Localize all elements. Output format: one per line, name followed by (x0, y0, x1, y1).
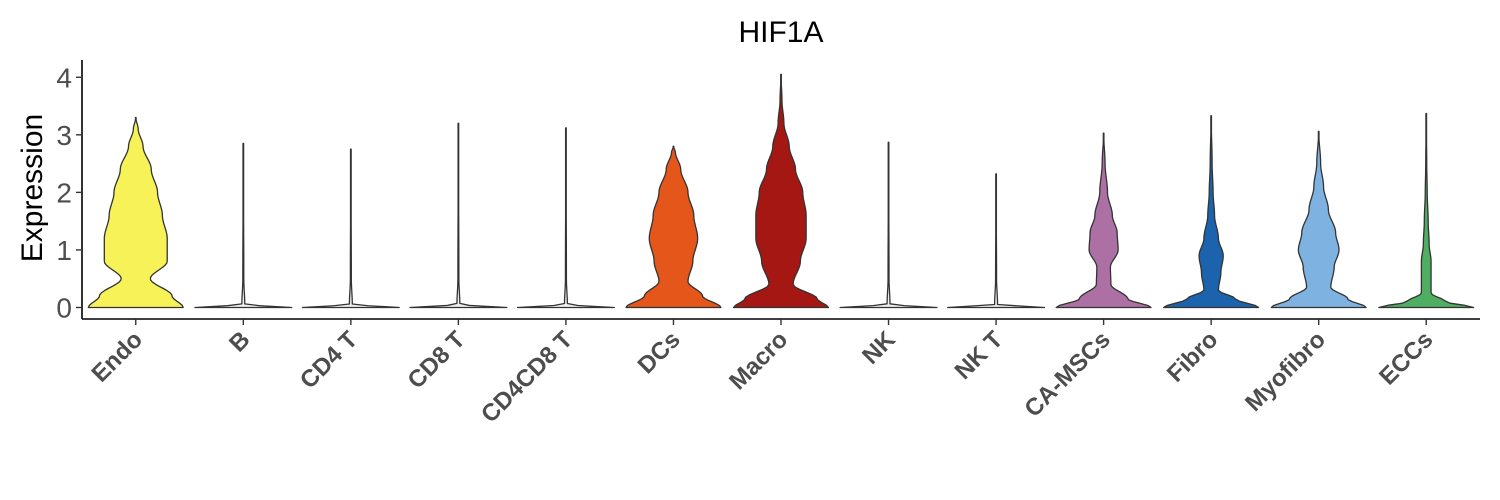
violin-group (87, 73, 1475, 309)
x-tick-label: NK (857, 326, 901, 370)
x-axis-ticks: Endo B CD4 T CD8 T CD4CD8 T DCs Macro NK NK T CA-… (86, 319, 1438, 428)
violin-cd8-t (409, 122, 508, 309)
x-tick-label: NK T (950, 326, 1009, 385)
y-tick-label: 4 (56, 62, 72, 93)
x-tick-label: Endo (86, 326, 148, 388)
y-axis-label: Expression (16, 114, 49, 262)
y-tick-label: 3 (56, 120, 72, 151)
x-tick-label: B (224, 326, 255, 357)
x-tick-label: CD4CD8 T (476, 326, 578, 428)
chart-title: HIF1A (738, 16, 823, 49)
violin-ca-mscs (1055, 132, 1152, 309)
x-tick-label: ECCs (1374, 326, 1438, 390)
violin-endo (87, 116, 184, 309)
violin-nk (839, 141, 938, 309)
violin-cd4-t (301, 148, 400, 309)
violin-dcs (625, 145, 722, 309)
violin-b (194, 142, 293, 309)
y-tick-label: 1 (56, 235, 72, 266)
x-tick-label: CD8 T (403, 326, 471, 394)
violin-eccs (1378, 112, 1475, 309)
x-tick-label: DCs (633, 326, 686, 379)
violin-nk-t (947, 173, 1046, 309)
violin-fibro (1163, 115, 1260, 309)
y-axis-ticks: 0 1 2 3 4 (56, 62, 82, 323)
violin-myofibro (1270, 130, 1367, 309)
violin-macro (732, 73, 830, 309)
x-tick-label: Fibro (1162, 326, 1224, 388)
x-tick-label: CA-MSCs (1019, 326, 1115, 422)
violin-cd4cd8-t (516, 127, 615, 309)
x-tick-label: Macro (724, 326, 793, 395)
x-tick-label: CD4 T (295, 326, 363, 394)
y-tick-label: 0 (56, 292, 72, 323)
y-tick-label: 2 (56, 177, 72, 208)
x-tick-label: Myofibro (1240, 326, 1331, 417)
